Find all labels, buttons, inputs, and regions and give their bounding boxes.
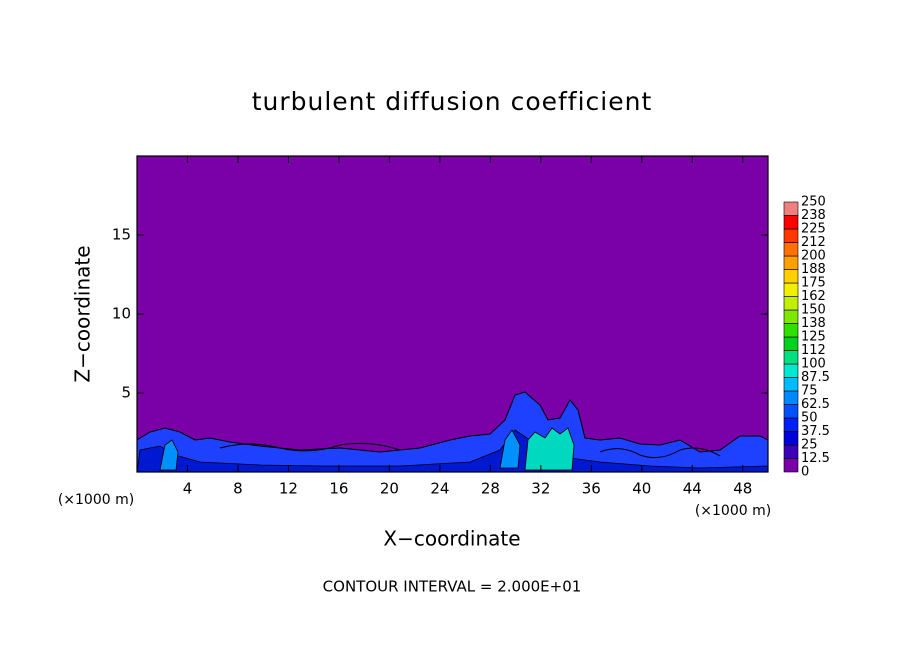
x-tick-label: 32 (531, 480, 550, 498)
x-tick-label: 24 (430, 480, 449, 498)
colorbar-tick-label: 175 (801, 276, 826, 291)
colorbar-tick-label: 0 (801, 465, 809, 480)
colorbar-band (783, 458, 799, 473)
colorbar-band (783, 323, 799, 338)
colorbar-band (783, 336, 799, 351)
x-tick-label: 28 (481, 480, 500, 498)
colorbar-band (783, 228, 799, 243)
colorbar-tick-label: 225 (801, 222, 826, 237)
colorbar-band (783, 255, 799, 270)
y-tick-label: 15 (112, 226, 131, 244)
colorbar-tick-label: 75 (801, 384, 818, 399)
x-tick-label: 12 (279, 480, 298, 498)
x-unit-label: (×1000 m) (58, 492, 134, 508)
x-tick-label: 16 (329, 480, 348, 498)
y-tick-label: 5 (121, 384, 131, 402)
colorbar-tick-label: 200 (801, 249, 826, 264)
y-tick-label: 10 (112, 305, 131, 323)
colorbar-tick-label: 212 (801, 235, 826, 250)
colorbar-tick-label: 87.5 (801, 370, 830, 385)
colorbar-band (783, 296, 799, 311)
colorbar-tick-label: 50 (801, 411, 818, 426)
colorbar-tick-label: 238 (801, 208, 826, 223)
x-axis-label: X−coordinate (383, 527, 520, 551)
colorbar-tick-label: 112 (801, 343, 826, 358)
x-tick-label: 44 (683, 480, 702, 498)
x-tick-label: 4 (183, 480, 193, 498)
colorbar-band (783, 404, 799, 419)
colorbar-band (783, 269, 799, 284)
colorbar-band (783, 350, 799, 365)
colorbar-tick-label: 162 (801, 289, 826, 304)
colorbar-tick-label: 150 (801, 303, 826, 318)
colorbar-band (783, 431, 799, 446)
colorbar-tick-label: 37.5 (801, 424, 830, 439)
field-region (524, 427, 575, 471)
colorbar-tick-label: 125 (801, 330, 826, 345)
x-tick-label: 48 (733, 480, 752, 498)
field-contour (599, 447, 721, 459)
x-tick-label: 40 (632, 480, 651, 498)
colorbar-band (783, 377, 799, 392)
field-region (159, 439, 179, 471)
x-tick-label: 20 (380, 480, 399, 498)
field-region (136, 391, 769, 473)
colorbar-band (783, 242, 799, 257)
field-contour (219, 442, 401, 452)
colorbar-band (783, 444, 799, 459)
field-region (499, 429, 521, 469)
footer-note: CONTOUR INTERVAL = 2.000E+01 (323, 578, 582, 596)
colorbar-tick-label: 25 (801, 438, 818, 453)
colorbar-tick-label: 188 (801, 262, 826, 277)
colorbar-band (783, 390, 799, 405)
colorbar-band (783, 309, 799, 324)
x-tick-label: 36 (582, 480, 601, 498)
field-overlay (136, 391, 769, 473)
colorbar-band (783, 201, 799, 216)
colorbar-band (783, 215, 799, 230)
colorbar-tick-label: 12.5 (801, 451, 830, 466)
colorbar-band (783, 282, 799, 297)
colorbar-tick-label: 100 (801, 357, 826, 372)
chart-title: turbulent diffusion coefficient (252, 87, 653, 116)
colorbar-tick-label: 250 (801, 195, 826, 210)
colorbar-tick-label: 138 (801, 316, 826, 331)
colorbar: 012.52537.55062.57587.510011212513815016… (783, 195, 830, 480)
y-axis-label: Z−coordinate (71, 245, 95, 382)
x-unit-label: (×1000 m) (695, 503, 771, 519)
colorbar-band (783, 417, 799, 432)
colorbar-tick-label: 62.5 (801, 397, 830, 412)
field-background (137, 156, 768, 472)
x-tick-label: 8 (233, 480, 243, 498)
plot-area (137, 156, 768, 472)
colorbar-band (783, 363, 799, 378)
